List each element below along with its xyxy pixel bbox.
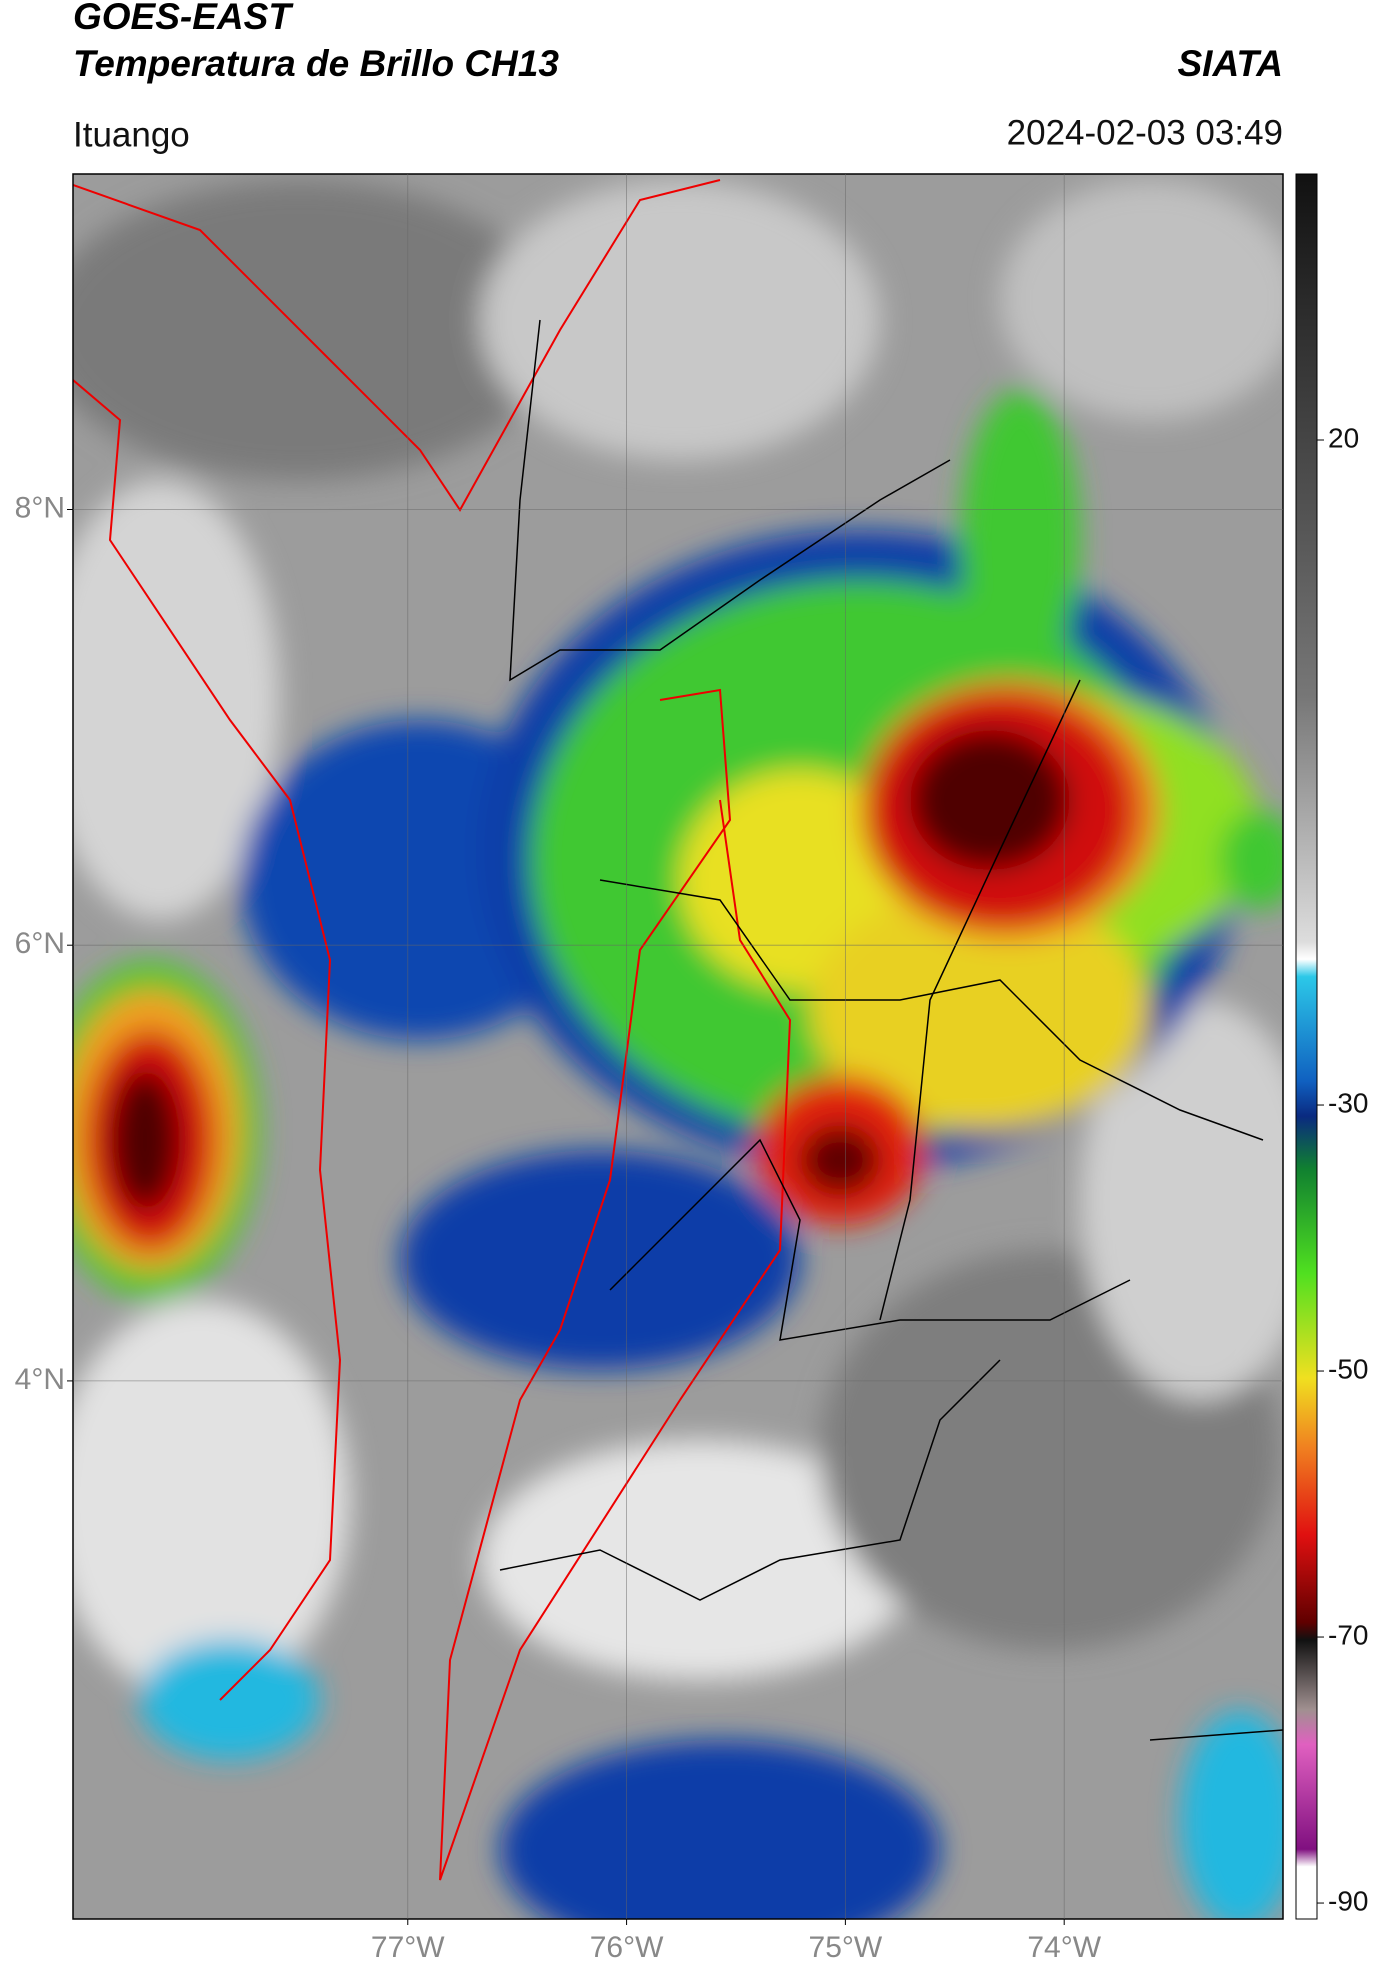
- datetime: 2024-02-03 03:49: [1007, 113, 1283, 152]
- source: SIATA: [1177, 43, 1283, 84]
- colorbar-tick-label: 20: [1328, 422, 1359, 453]
- y-tick-label: 4°N: [15, 1363, 65, 1396]
- y-tick-label: 8°N: [15, 491, 65, 524]
- x-tick-label: 77°W: [371, 1931, 445, 1964]
- colorbar-tick-label: -90: [1328, 1885, 1368, 1916]
- location: Ituango: [73, 115, 190, 154]
- subtitle: Temperatura de Brillo CH13: [73, 43, 559, 84]
- x-tick-label: 76°W: [590, 1931, 664, 1964]
- x-tick-label: 75°W: [809, 1931, 883, 1964]
- y-tick-label: 6°N: [15, 927, 65, 960]
- satellite-image: [73, 174, 1283, 1919]
- map-frame: [72, 173, 1284, 1920]
- colorbar: [1295, 173, 1318, 1920]
- x-tick-label: 74°W: [1027, 1931, 1101, 1964]
- title: GOES-EAST: [73, 0, 294, 37]
- colorbar-tick-label: -50: [1328, 1353, 1368, 1384]
- colorbar-tick-label: -70: [1328, 1619, 1368, 1650]
- colorbar-tick-label: -30: [1328, 1087, 1368, 1118]
